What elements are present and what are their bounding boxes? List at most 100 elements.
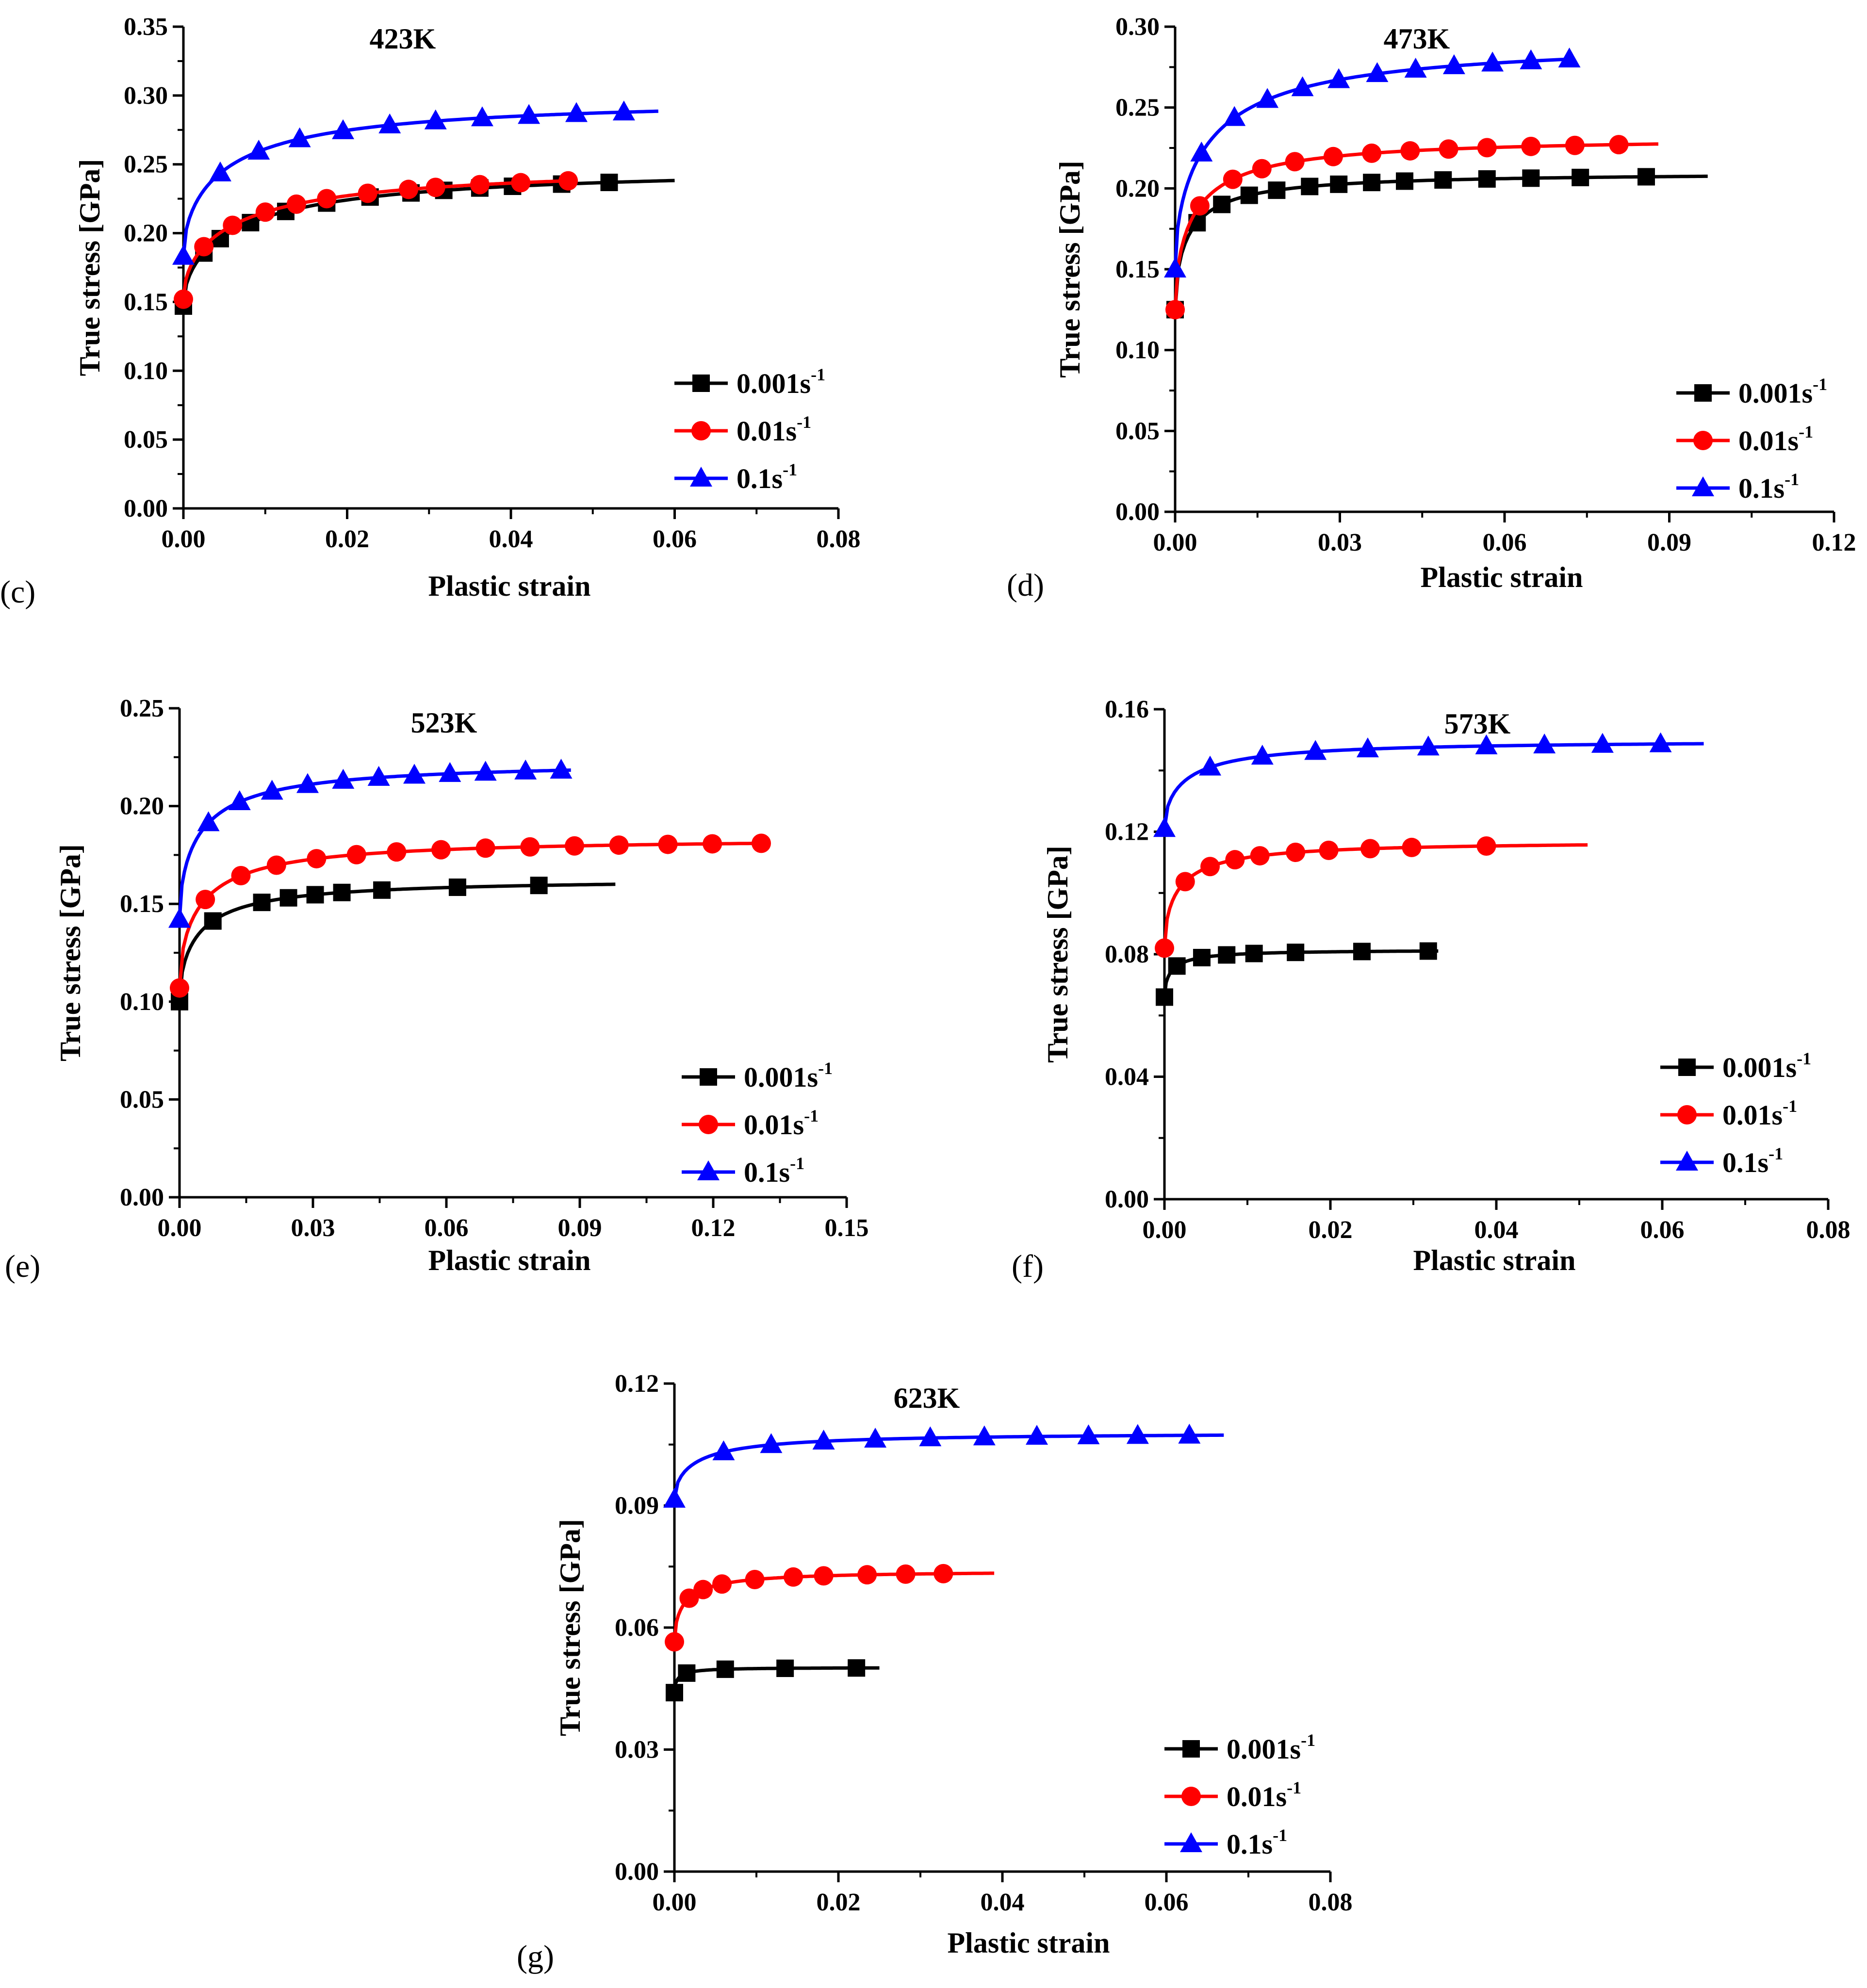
- data-point-square: [1213, 196, 1231, 213]
- chart-panel-573k: 0.00 0.02 0.04 0.06 0.08 0.00 0.04 0.08 0.12 0.16…: [1012, 696, 1851, 1284]
- data-point-square: [1330, 175, 1348, 193]
- legend-label: 0.01s-1: [1722, 1096, 1797, 1131]
- y-tick-label: 0.00: [1105, 1186, 1149, 1213]
- data-point-circle: [286, 194, 306, 214]
- data-point-square: [716, 1660, 734, 1678]
- x-axis-title: Plastic strain: [1421, 561, 1583, 593]
- legend-label-sup: -1: [811, 365, 825, 384]
- data-point-triangle: [261, 780, 283, 800]
- data-point-circle: [665, 1632, 684, 1652]
- data-point-square: [333, 883, 351, 901]
- chart-panel-473k: 0.00 0.03 0.06 0.09 0.12 0.00 0.05 0.10 0.15 0.20…: [1007, 13, 1856, 603]
- y-tick-label: 0.09: [615, 1492, 659, 1520]
- data-point-circle: [1223, 169, 1243, 189]
- y-tick-label: 0.25: [120, 695, 164, 722]
- data-point-circle: [712, 1574, 732, 1594]
- data-point-circle: [475, 838, 495, 858]
- x-tick-label: 0.06: [425, 1214, 469, 1242]
- data-point-circle: [745, 1569, 765, 1589]
- data-point-triangle: [1442, 54, 1465, 74]
- x-tick-label: 0.02: [325, 525, 369, 553]
- data-point-square: [1572, 168, 1589, 186]
- series-line: [181, 179, 675, 307]
- data-point-triangle: [296, 773, 319, 793]
- y-tick-label: 0.10: [1115, 337, 1160, 364]
- data-point-circle: [511, 173, 531, 193]
- legend-label-sup: -1: [1769, 1144, 1783, 1163]
- x-axis-title: Plastic strain: [428, 570, 591, 602]
- data-point-circle: [1200, 857, 1220, 877]
- data-point-circle: [558, 171, 578, 191]
- data-point-circle: [896, 1564, 916, 1584]
- data-point-circle: [223, 215, 243, 235]
- data-point-triangle: [760, 1433, 783, 1453]
- legend-label: 0.1s-1: [1227, 1825, 1287, 1860]
- data-point-square: [1168, 957, 1186, 975]
- data-point-circle: [1285, 152, 1305, 172]
- x-axis-title: Plastic strain: [948, 1927, 1110, 1959]
- data-point-square: [1353, 943, 1371, 961]
- data-point-circle: [1565, 135, 1585, 155]
- x-tick-label: 0.06: [653, 525, 697, 553]
- legend: 0.001s-1 0.01s-1 0.1s-1: [682, 1059, 833, 1188]
- data-point-square: [1245, 945, 1263, 962]
- series-0.01s-1: [1165, 135, 1658, 320]
- data-point-triangle: [1481, 51, 1504, 72]
- legend-marker-triangle: [690, 467, 712, 487]
- legend: 0.001s-1 0.01s-1 0.1s-1: [674, 365, 825, 494]
- y-tick-label: 0.04: [1105, 1063, 1149, 1091]
- x-tick-label: 0.15: [825, 1214, 869, 1242]
- y-tick-label: 0.00: [124, 495, 168, 522]
- y-axis-title: True stress [GPa]: [554, 1519, 586, 1736]
- y-axis-title: True stress [GPa]: [1054, 161, 1086, 378]
- data-point-circle: [814, 1566, 834, 1586]
- data-point-triangle: [973, 1425, 996, 1446]
- data-point-circle: [231, 865, 251, 885]
- x-tick-label: 0.03: [291, 1214, 335, 1242]
- data-point-square: [1287, 944, 1305, 961]
- legend-label: 0.1s-1: [737, 460, 797, 494]
- data-point-square: [204, 912, 222, 930]
- series-line: [1173, 57, 1571, 270]
- data-point-circle: [1323, 147, 1343, 166]
- data-point-square: [306, 886, 324, 904]
- y-tick-label: 0.08: [1105, 941, 1149, 968]
- data-point-triangle: [168, 908, 191, 928]
- y-tick-label: 0.05: [124, 426, 168, 454]
- y-tick-label: 0.20: [1115, 175, 1160, 202]
- data-point-circle: [1400, 141, 1420, 161]
- chart-panel-523k: 0.00 0.03 0.06 0.09 0.12 0.15 0.00 0.05 0.10 0.15…: [5, 695, 869, 1284]
- data-point-triangle: [1153, 817, 1176, 837]
- y-tick-label: 0.05: [120, 1086, 164, 1113]
- data-point-circle: [346, 845, 366, 864]
- data-point-triangle: [919, 1426, 942, 1447]
- data-point-triangle: [518, 104, 540, 124]
- y-tick-label: 0.12: [615, 1370, 659, 1398]
- legend-label: 0.1s-1: [1738, 470, 1799, 504]
- legend-label: 0.001s-1: [744, 1059, 833, 1093]
- data-point-triangle: [1356, 737, 1379, 758]
- data-point-triangle: [612, 100, 635, 121]
- x-tick-label: 0.02: [817, 1889, 861, 1916]
- y-tick-label: 0.15: [124, 288, 168, 316]
- data-point-circle: [1175, 872, 1195, 892]
- panel-title: 573K: [1444, 708, 1511, 740]
- legend-marker-triangle: [1692, 476, 1714, 496]
- data-point-triangle: [1533, 733, 1556, 754]
- legend: 0.001s-1 0.01s-1 0.1s-1: [1660, 1049, 1811, 1178]
- y-axis-title: True stress [GPa]: [54, 844, 86, 1061]
- data-point-square: [1268, 181, 1286, 199]
- data-point-circle: [317, 189, 337, 209]
- series-0.001s-1: [1156, 942, 1439, 1006]
- data-point-triangle: [1417, 735, 1440, 756]
- x-tick-label: 0.04: [489, 525, 533, 553]
- data-point-triangle: [1404, 57, 1427, 78]
- data-point-triangle: [367, 766, 390, 786]
- data-point-square: [1637, 168, 1655, 186]
- x-tick-label: 0.00: [162, 525, 206, 553]
- x-tick-label: 0.02: [1309, 1216, 1353, 1244]
- data-point-circle: [752, 833, 771, 853]
- data-point-circle: [857, 1565, 877, 1585]
- data-point-triangle: [1251, 745, 1274, 765]
